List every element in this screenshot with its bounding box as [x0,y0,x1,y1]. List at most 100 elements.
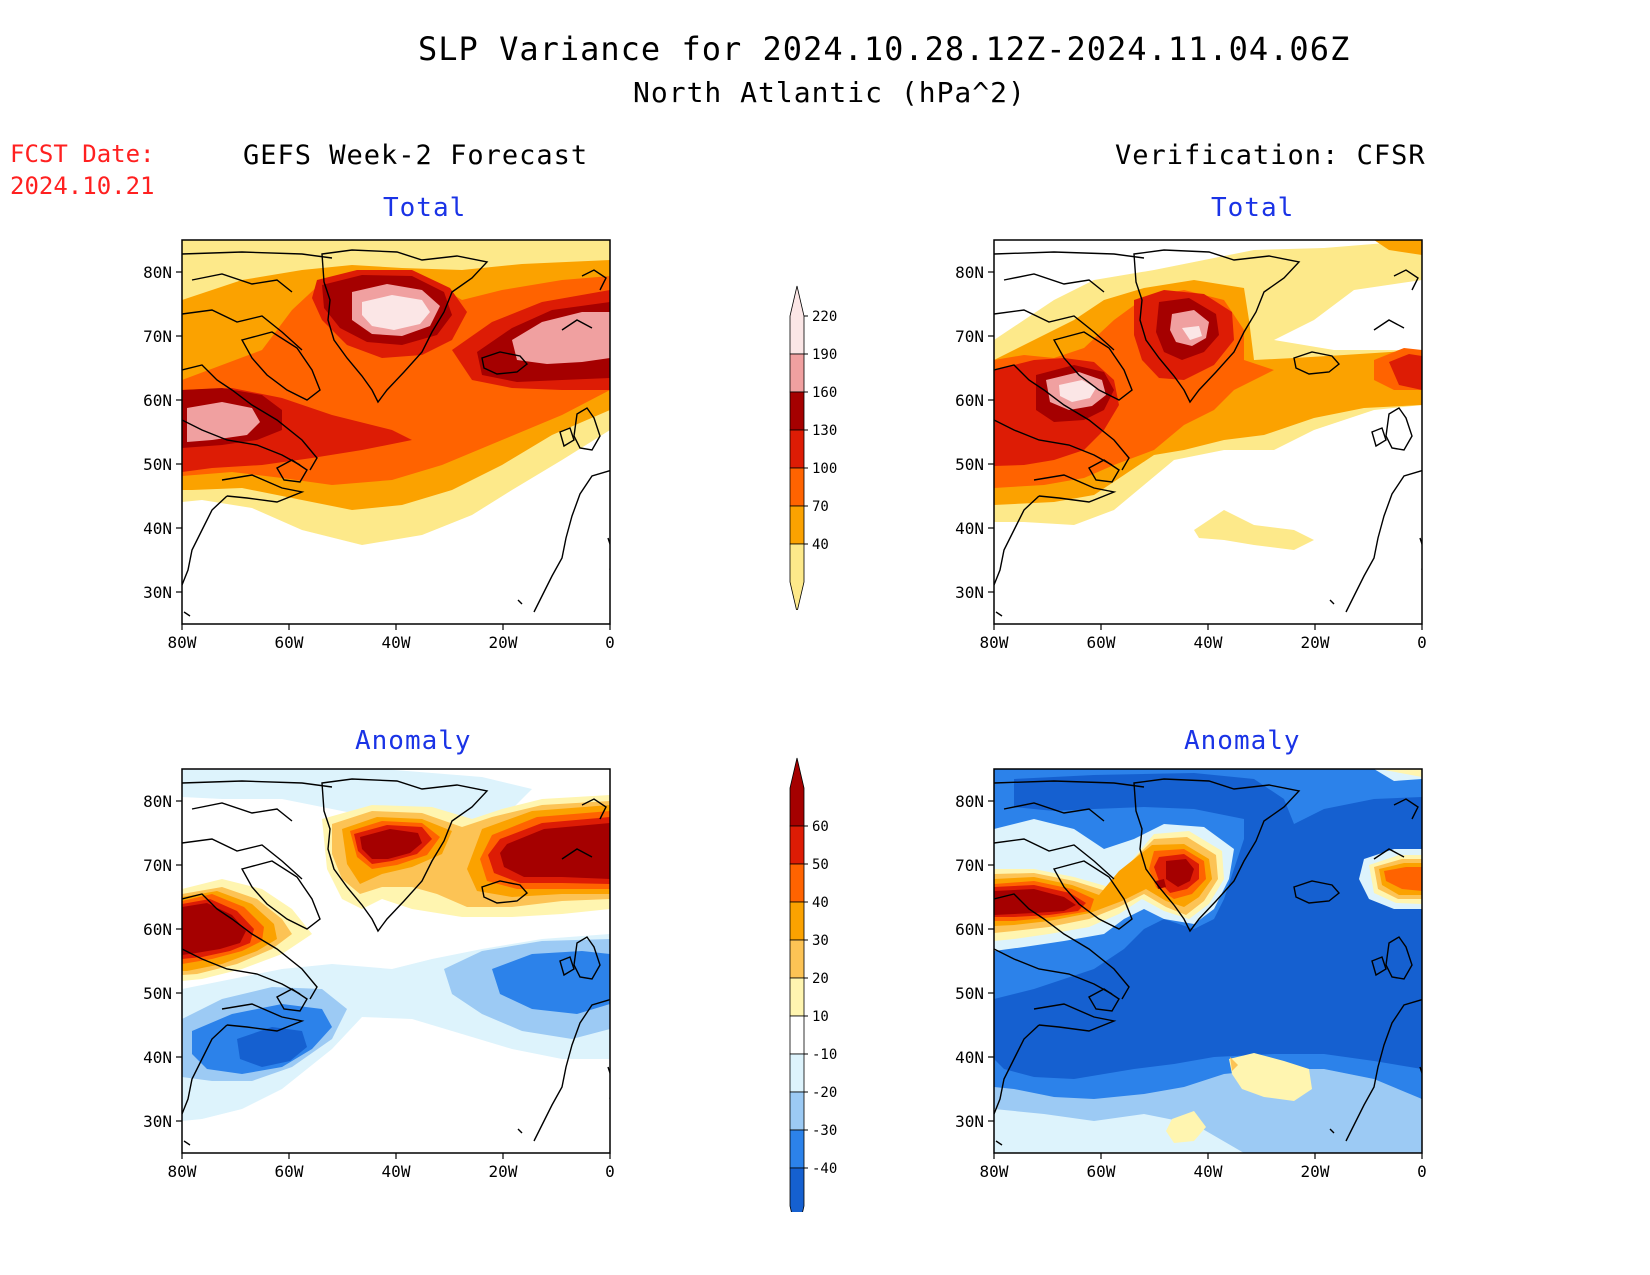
lon-tick-label: 20W [1301,1162,1330,1181]
lon-tick-label: 40W [382,1162,411,1181]
colorbar-level-label: 20 [812,971,829,987]
lon-tick-label: 40W [382,633,411,652]
contour-minus40 [994,773,1422,1079]
colorbar-segment [789,1129,805,1169]
lat-tick-label: 50N [955,455,984,474]
map-gefs-total [181,239,611,625]
lon-tick-label: 60W [1087,633,1116,652]
colorbar-level-label: 70 [812,499,829,515]
colorbar-segment [789,285,805,355]
contour-minus40 [237,1027,307,1067]
contour-130 [182,270,610,472]
colorbar-segment [789,1091,805,1131]
colorbar-segment [789,1015,805,1055]
lat-tick-label: 30N [143,1112,172,1131]
panel-title-cfsr-anomaly: Anomaly [1184,726,1301,756]
panel-title-gefs-anomaly: Anomaly [355,726,472,756]
figure-subtitle: North Atlantic (hPa^2) [633,76,1026,109]
lat-tick-label: 80N [955,263,984,282]
panel-title-cfsr-total: Total [1211,193,1295,223]
colorbar-level-label: -10 [812,1047,837,1063]
lat-tick-label: 50N [143,984,172,1003]
lon-tick-label: 80W [168,1162,197,1181]
lon-tick-label: 60W [275,633,304,652]
colorbar-level-label: 30 [812,933,829,949]
lat-tick-label: 40N [955,1048,984,1067]
contour-220 [362,295,430,330]
map-cfsr-anomaly [993,768,1423,1154]
lat-tick-label: 80N [955,792,984,811]
colorbar-level-label: -40 [812,1161,837,1177]
column-title-cfsr: Verification: CFSR [1115,140,1426,171]
colorbar-segment [789,353,805,393]
lat-tick-label: 70N [143,327,172,346]
lat-tick-label: 40N [955,519,984,538]
colorbar-segment [789,1167,805,1212]
colorbar-segment [789,901,805,941]
lat-tick-label: 80N [143,792,172,811]
lon-tick-label: 80W [980,1162,1009,1181]
lon-tick-label: 60W [1087,1162,1116,1181]
lat-tick-label: 60N [143,920,172,939]
contour-220 [1059,326,1202,402]
lon-tick-label: 0 [605,633,615,652]
colorbar-segment [789,1053,805,1093]
colorbar-level-label: 40 [812,537,829,553]
colorbar-segment [789,543,805,610]
lat-tick-label: 70N [143,856,172,875]
colorbar-level-label: 130 [812,423,837,439]
lon-tick-label: 0 [1417,1162,1427,1181]
lat-tick-label: 70N [955,856,984,875]
lon-tick-label: 40W [1194,633,1223,652]
colorbar-segment [789,825,805,865]
lon-tick-label: 20W [489,633,518,652]
lat-tick-label: 40N [143,519,172,538]
contour-100 [994,290,1422,488]
colorbar-level-label: 10 [812,1009,829,1025]
map-cfsr-total [993,239,1423,625]
lat-tick-label: 50N [143,455,172,474]
lat-tick-label: 50N [955,984,984,1003]
colorbar-segment [789,467,805,507]
lat-tick-label: 60N [955,391,984,410]
colorbar-level-label: 160 [812,385,837,401]
column-title-gefs: GEFS Week-2 Forecast [243,140,589,171]
colorbar-segment [789,429,805,469]
colorbar-segment [789,939,805,979]
lon-tick-label: 80W [980,633,1009,652]
contour-60 [182,823,610,955]
colorbar-segment [789,863,805,903]
contour-130 [994,290,1422,466]
colorbar-level-label: 220 [812,309,837,325]
lat-tick-label: 30N [955,1112,984,1131]
panel-title-gefs-total: Total [383,193,467,223]
lat-tick-label: 70N [955,327,984,346]
colorbar-level-label: 50 [812,857,829,873]
colorbar-level-label: 190 [812,347,837,363]
colorbar-level-label: -30 [812,1123,837,1139]
lon-tick-label: 20W [1301,633,1330,652]
colorbar-level-label: -20 [812,1085,837,1101]
lon-tick-label: 0 [605,1162,615,1181]
contour-10 [994,769,1422,1143]
colorbar-segment [789,977,805,1017]
colorbar-level-label: 100 [812,461,837,477]
colorbar-total: 40 70 100 130 160 190 220 [789,285,837,610]
lat-tick-label: 80N [143,263,172,282]
figure-title: SLP Variance for 2024.10.28.12Z-2024.11.… [418,30,1351,68]
forecast-date-value: 2024.10.21 [10,172,155,200]
colorbar-segment [789,757,805,827]
colorbar-anomaly: -40 -30 -20 -10 10 20 30 40 50 60 [789,757,837,1212]
contour-30 [994,844,1422,926]
lat-tick-label: 40N [143,1048,172,1067]
colorbar-segment [789,391,805,431]
colorbar-level-label: 40 [812,895,829,911]
lat-tick-label: 30N [955,583,984,602]
colorbar-segment [789,505,805,545]
lon-tick-label: 40W [1194,1162,1223,1181]
lat-tick-label: 30N [143,583,172,602]
lon-tick-label: 80W [168,633,197,652]
forecast-date-label: FCST Date: [10,140,155,168]
lon-tick-label: 60W [275,1162,304,1181]
